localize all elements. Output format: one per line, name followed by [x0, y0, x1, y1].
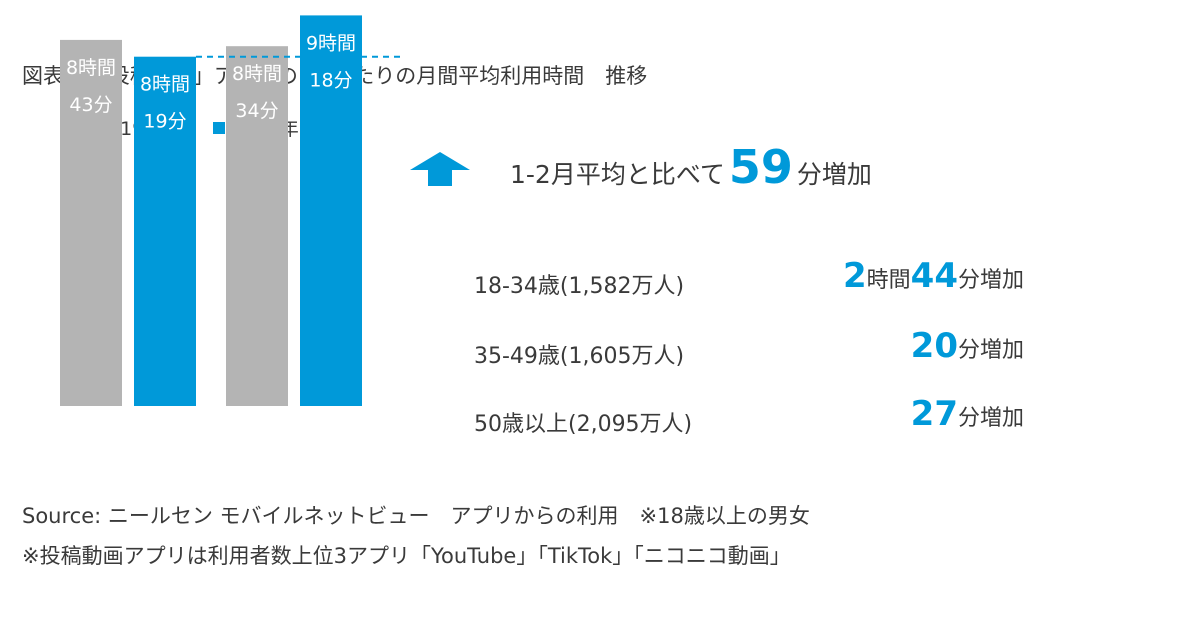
bar-data-label: 9時間 — [306, 32, 356, 54]
bar-2020年-1 — [300, 15, 362, 407]
increase-number: 44 — [910, 256, 958, 296]
increase-number: 20 — [910, 326, 958, 366]
age-increase: 20 分増加 — [911, 326, 1024, 366]
headline-suffix: 分増加 — [796, 160, 872, 189]
bar-data-label: 43分 — [69, 94, 112, 116]
age-increase: 27 分増加 — [911, 394, 1024, 434]
bar-data-label: 19分 — [143, 111, 186, 133]
bar-chart: 8時間 43分 8時間 34分 8時間 19分 9時間 18分 — [60, 15, 400, 407]
age-increase: 2 時間 44 分増加 — [843, 256, 1024, 296]
bar-data-label: 8時間 — [140, 74, 190, 96]
age-label: 35-49歳(1,605万人) — [474, 344, 685, 369]
increase-unit: 分増加 — [957, 338, 1024, 363]
increase-unit: 時間 — [866, 268, 911, 293]
bar-data-label: 8時間 — [232, 63, 282, 85]
increase-number: 2 — [842, 256, 867, 296]
increase-number: 27 — [910, 394, 958, 434]
increase-unit: 分増加 — [957, 406, 1024, 431]
age-row-18-34: 18-34歳(1,582万人) 2 時間 44 分増加 — [474, 256, 1024, 306]
bars-layer: 8時間 43分 8時間 34分 8時間 19分 9時間 18分 — [60, 15, 362, 407]
footnote: ※投稿動画アプリは利用者数上位3アプリ「YouTube」「TikTok」「ニコニ… — [22, 544, 791, 568]
bar-data-label: 18分 — [309, 69, 352, 91]
bar-data-label: 8時間 — [66, 57, 116, 79]
headline-number: 59 — [728, 140, 793, 194]
bar-2019年-0 — [60, 39, 122, 407]
headline-prefix: 1-2月平均と比べて — [510, 160, 725, 189]
source-note: Source: ニールセン モバイルネットビュー アプリからの利用 ※18歳以上… — [22, 504, 810, 528]
bar-2020年-0 — [134, 56, 196, 406]
age-label: 50歳以上(2,095万人) — [474, 412, 693, 437]
headline: 1-2月平均と比べて 59 分増加 — [510, 140, 872, 194]
bar-data-label: 34分 — [235, 100, 278, 122]
age-row-35-49: 35-49歳(1,605万人) 20 分増加 — [474, 326, 1024, 376]
legend-swatch-2020 — [213, 121, 226, 134]
age-label: 18-34歳(1,582万人) — [474, 274, 685, 299]
bar-2019年-1 — [226, 46, 288, 406]
up-arrow-icon — [410, 152, 470, 186]
increase-unit: 分増加 — [957, 268, 1024, 293]
age-row-50-plus: 50歳以上(2,095万人) 27 分増加 — [474, 394, 1024, 444]
